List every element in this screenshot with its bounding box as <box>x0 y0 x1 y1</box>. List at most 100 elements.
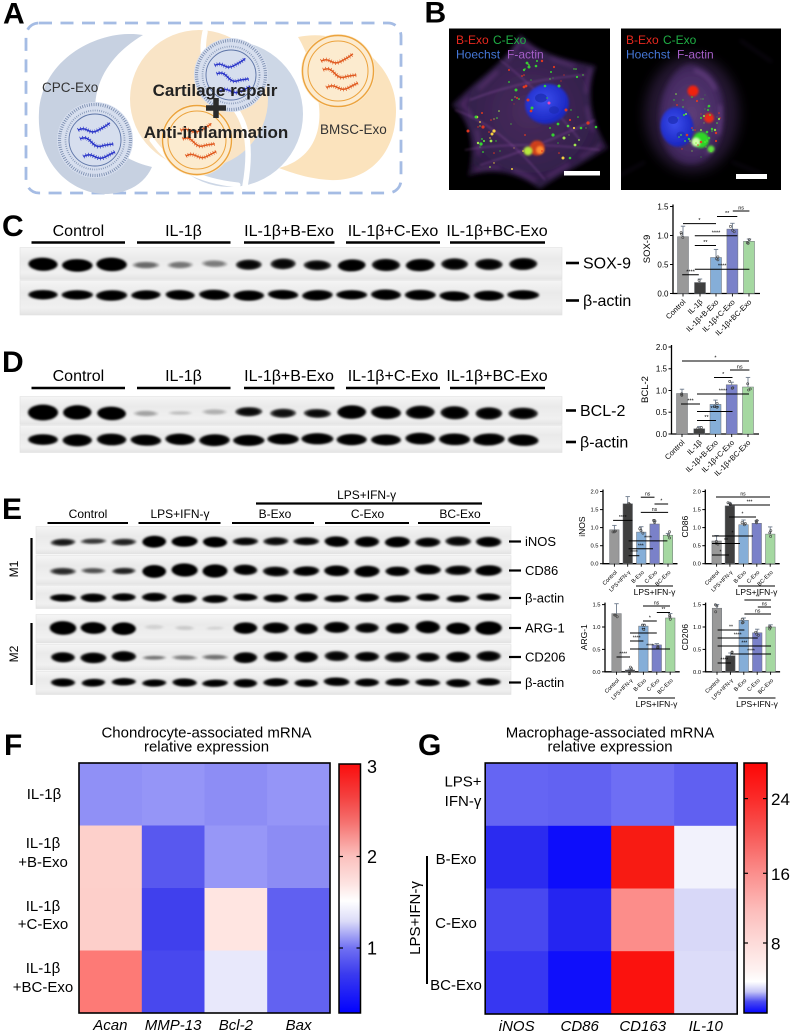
svg-text:2: 2 <box>367 847 377 867</box>
svg-text:IL-1β+B-Exo: IL-1β+B-Exo <box>244 223 334 240</box>
svg-text:0.0: 0.0 <box>693 562 701 568</box>
svg-text:**: ** <box>756 595 760 601</box>
svg-text:Control: Control <box>663 438 687 462</box>
svg-text:+BC-Exo: +BC-Exo <box>13 979 73 996</box>
svg-text:CD86: CD86 <box>561 1018 600 1035</box>
svg-text:24: 24 <box>771 790 790 809</box>
svg-text:*: * <box>698 218 701 224</box>
svg-text:β-actin: β-actin <box>525 675 564 690</box>
svg-text:IL-1β: IL-1β <box>165 223 202 240</box>
svg-text:Hoechst: Hoechst <box>626 48 671 62</box>
svg-text:Bcl-2: Bcl-2 <box>219 1017 254 1034</box>
svg-text:1: 1 <box>367 939 377 959</box>
svg-text:F-actin: F-actin <box>677 48 714 62</box>
svg-text:****: **** <box>718 264 727 270</box>
svg-text:**: ** <box>729 625 733 631</box>
svg-text:2.0: 2.0 <box>656 343 668 352</box>
svg-text:8: 8 <box>771 935 780 954</box>
svg-text:1.0: 1.0 <box>656 386 668 395</box>
svg-text:B-Exo: B-Exo <box>631 570 646 585</box>
svg-text:IL-1β: IL-1β <box>26 898 61 915</box>
svg-text:1.5: 1.5 <box>592 603 600 609</box>
svg-text:1.5: 1.5 <box>657 202 669 211</box>
svg-text:ns: ns <box>737 365 743 371</box>
svg-text:**: ** <box>724 538 728 544</box>
svg-text:BC-Exo: BC-Exo <box>430 977 482 994</box>
svg-text:CD86: CD86 <box>680 515 690 537</box>
svg-text:LPS+IFN-γ: LPS+IFN-γ <box>150 507 209 521</box>
svg-text:β-actin: β-actin <box>583 293 631 310</box>
svg-text:**: ** <box>704 415 709 421</box>
svg-text:ns: ns <box>740 492 746 498</box>
svg-text:F: F <box>4 729 22 762</box>
svg-text:SOX-9: SOX-9 <box>642 235 653 264</box>
svg-text:LPS+IFN-γ: LPS+IFN-γ <box>736 587 779 597</box>
svg-text:ns: ns <box>645 492 651 498</box>
svg-text:0.0: 0.0 <box>657 289 669 298</box>
svg-text:2.0: 2.0 <box>590 490 598 496</box>
svg-text:Control: Control <box>664 297 688 321</box>
svg-text:C: C <box>2 210 24 243</box>
svg-text:****: **** <box>630 550 638 556</box>
svg-text:A: A <box>3 0 25 31</box>
svg-text:F-actin: F-actin <box>507 48 544 62</box>
svg-text:Chondrocyte-associated mRNA: Chondrocyte-associated mRNA <box>101 725 311 742</box>
svg-text:0.0: 0.0 <box>592 670 600 676</box>
svg-text:LPS+IFN-γ: LPS+IFN-γ <box>337 488 396 502</box>
svg-text:Control: Control <box>53 223 105 240</box>
svg-text:**: ** <box>661 607 665 613</box>
svg-text:0.5: 0.5 <box>693 647 701 653</box>
svg-text:C-Exo: C-Exo <box>493 33 527 47</box>
svg-text:IL-1β: IL-1β <box>27 786 62 803</box>
svg-text:2.0: 2.0 <box>693 490 701 496</box>
svg-text:G: G <box>418 729 441 762</box>
svg-text:0.5: 0.5 <box>657 260 669 269</box>
svg-text:***: *** <box>687 399 694 405</box>
svg-text:Anti-inflammation: Anti-inflammation <box>144 123 289 142</box>
svg-text:LPS+IFN-γ: LPS+IFN-γ <box>636 699 679 709</box>
svg-text:ns: ns <box>755 609 761 615</box>
svg-text:0.5: 0.5 <box>592 647 600 653</box>
svg-text:*: * <box>732 531 734 537</box>
svg-text:C-Exo: C-Exo <box>351 507 385 521</box>
svg-text:IL-1β+BC-Exo: IL-1β+BC-Exo <box>446 223 547 240</box>
svg-text:β-actin: β-actin <box>580 435 628 452</box>
svg-text:SOX-9: SOX-9 <box>583 256 631 273</box>
svg-text:B-Exo: B-Exo <box>259 507 292 521</box>
svg-text:1.5: 1.5 <box>693 603 701 609</box>
svg-text:Cartilage repair: Cartilage repair <box>153 81 278 100</box>
svg-text:***: *** <box>741 641 747 647</box>
svg-text:+C-Exo: +C-Exo <box>18 916 68 933</box>
svg-text:IL-1β: IL-1β <box>26 835 61 852</box>
svg-text:Control: Control <box>53 368 105 385</box>
svg-text:B-Exo: B-Exo <box>733 570 748 585</box>
svg-text:***: *** <box>747 500 753 506</box>
svg-text:**: ** <box>725 211 730 217</box>
svg-text:IL-10: IL-10 <box>689 1018 724 1035</box>
svg-text:IL-1β+B-Exo: IL-1β+B-Exo <box>244 368 334 385</box>
svg-text:iNOS: iNOS <box>577 516 587 537</box>
svg-text:****: **** <box>646 644 654 650</box>
svg-text:1.0: 1.0 <box>693 526 701 532</box>
svg-text:0.0: 0.0 <box>693 670 701 676</box>
svg-text:****: **** <box>720 658 728 664</box>
svg-text:ns: ns <box>762 602 768 608</box>
svg-text:**: ** <box>703 240 708 246</box>
svg-text:*: * <box>720 550 722 556</box>
svg-text:0.5: 0.5 <box>656 408 668 417</box>
svg-text:****: **** <box>719 389 728 395</box>
svg-text:****: **** <box>686 269 695 275</box>
svg-text:CD206: CD206 <box>525 650 565 665</box>
svg-text:0.0: 0.0 <box>590 562 598 568</box>
svg-text:****: **** <box>633 636 641 642</box>
svg-text:IL-1β: IL-1β <box>26 960 61 977</box>
svg-text:1.0: 1.0 <box>657 231 669 240</box>
svg-text:B-Exo: B-Exo <box>436 851 477 868</box>
svg-text:ARG-1: ARG-1 <box>579 624 589 650</box>
svg-text:1.5: 1.5 <box>590 508 598 514</box>
svg-text:CD163: CD163 <box>619 1018 666 1035</box>
svg-text:IL-1β: IL-1β <box>165 368 202 385</box>
svg-text:****: **** <box>747 649 755 655</box>
svg-text:M2: M2 <box>7 645 21 662</box>
svg-text:B: B <box>425 0 447 30</box>
